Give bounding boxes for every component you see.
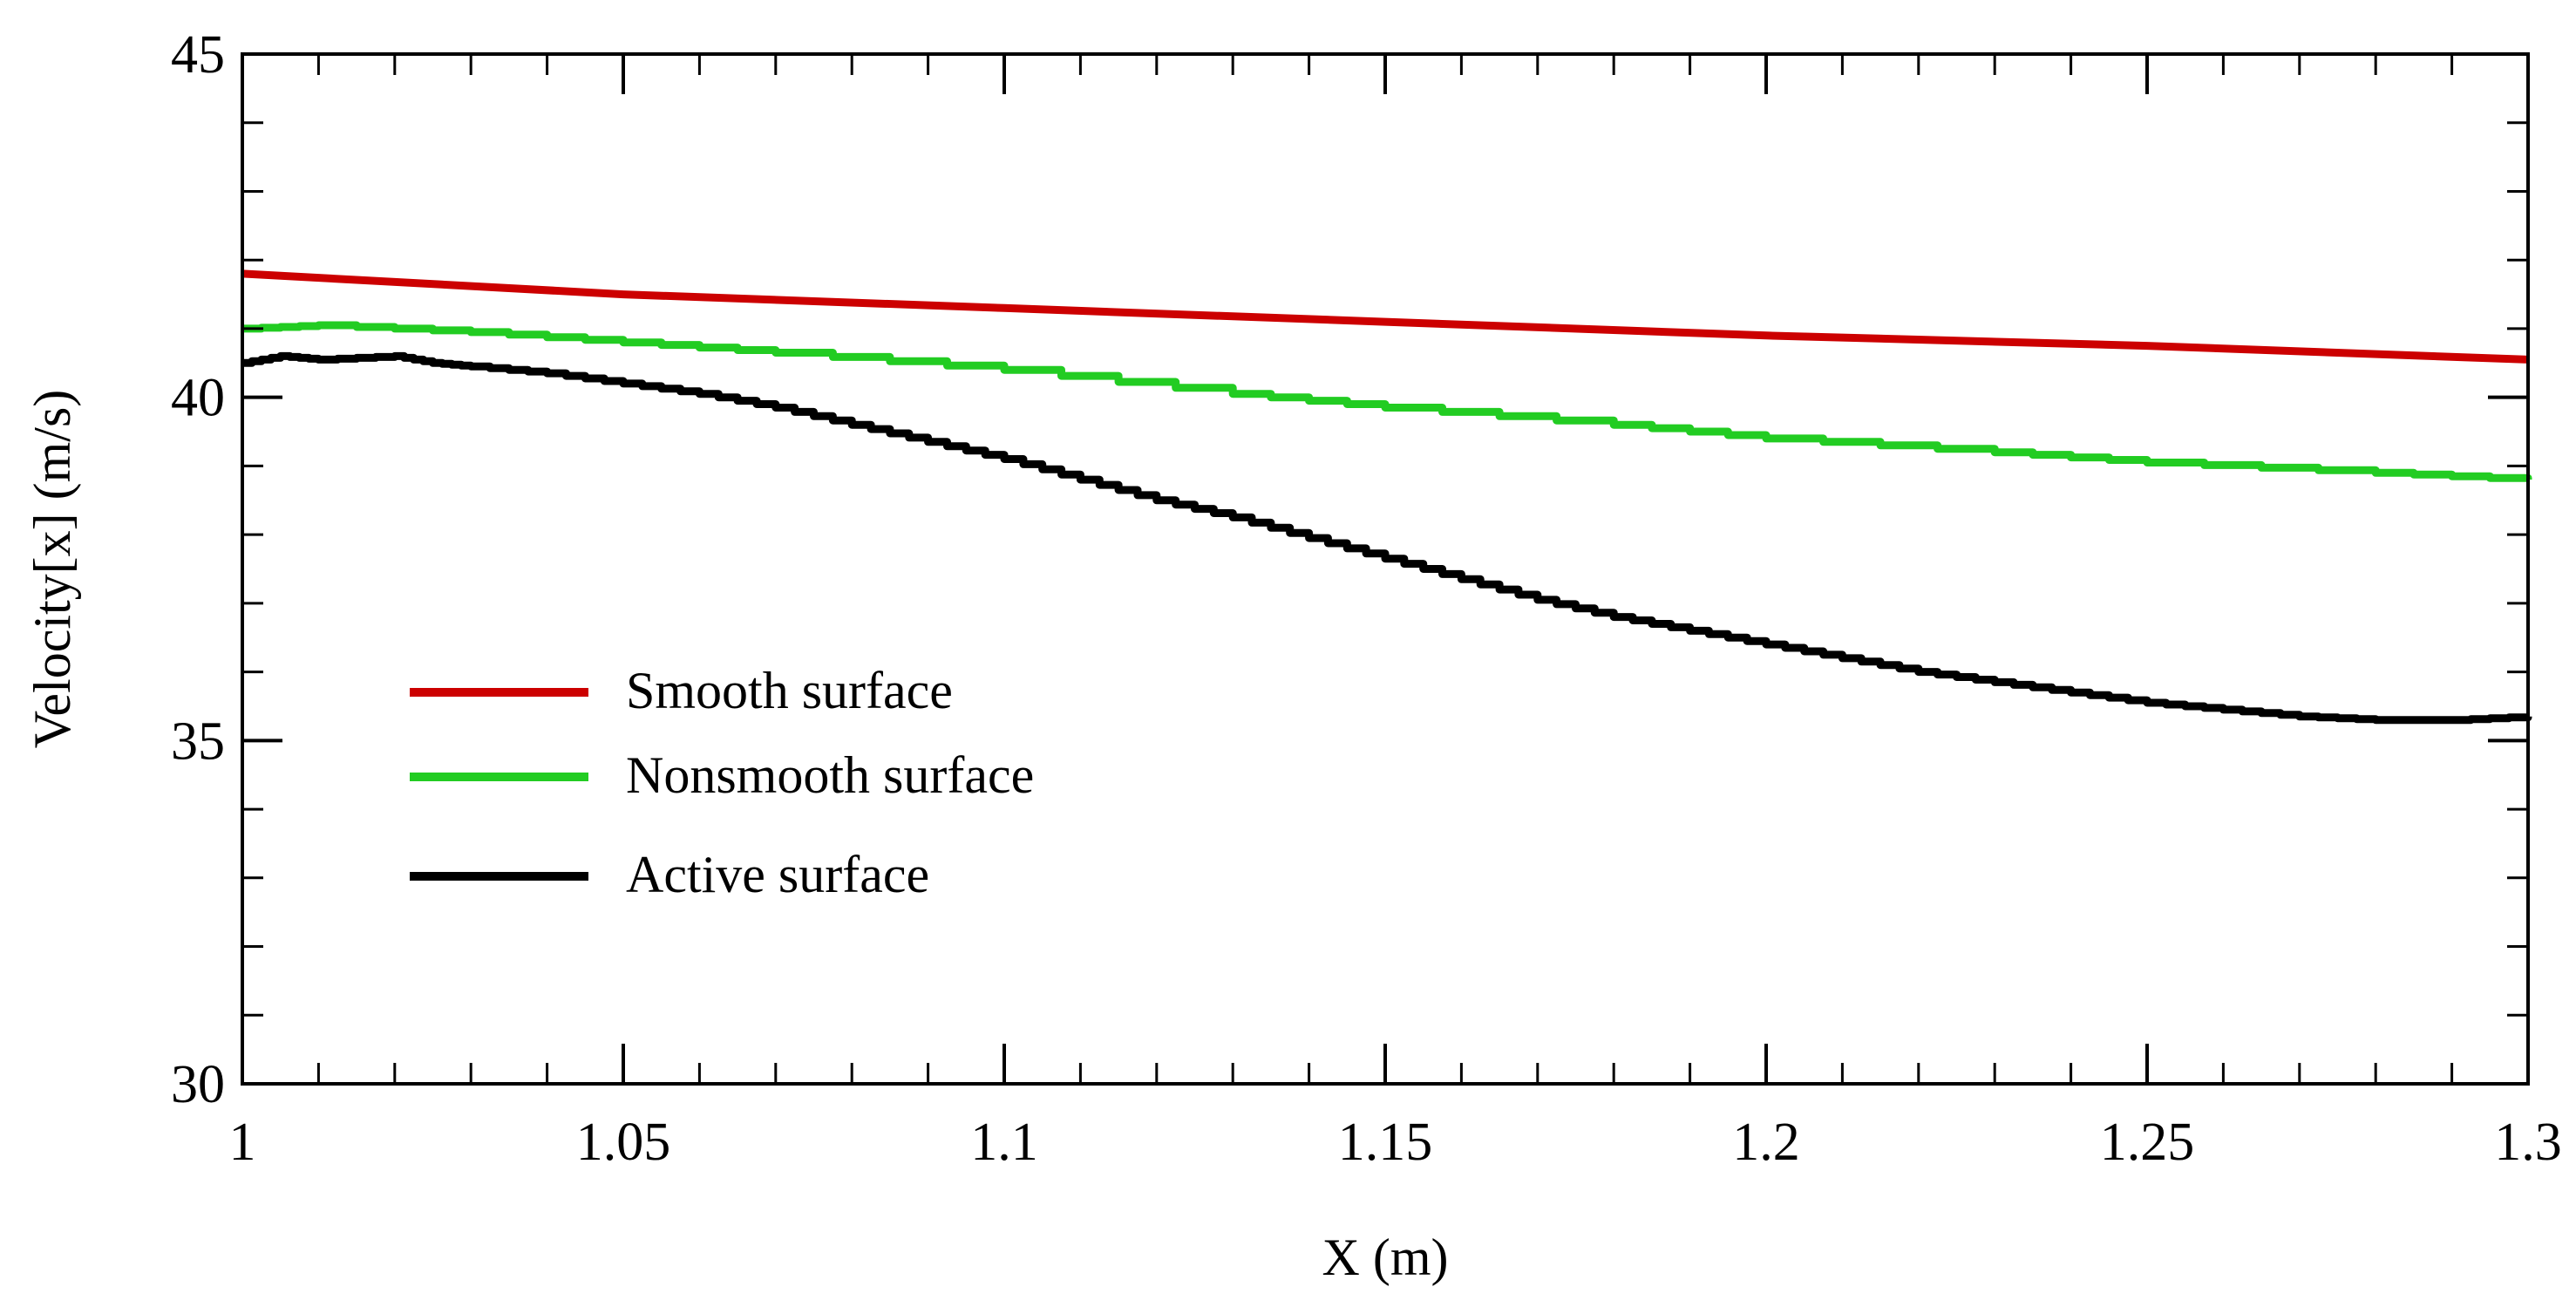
legend-label-nonsmooth: Nonsmooth surface xyxy=(626,746,1034,804)
legend-label-smooth: Smooth surface xyxy=(626,662,953,719)
x-axis-label: X (m) xyxy=(1322,1229,1449,1286)
x-tick-label: 1.15 xyxy=(1338,1113,1433,1172)
x-tick-label: 1.3 xyxy=(2494,1113,2562,1172)
y-tick-label: 35 xyxy=(171,711,225,771)
x-tick-label: 1.2 xyxy=(1732,1113,1800,1172)
plot-frame xyxy=(241,52,2530,1086)
y-axis-label: Velocity[x] (m/s) xyxy=(24,390,81,749)
legend: Smooth surface Nonsmooth surface Active … xyxy=(410,662,1034,903)
x-tick-label: 1.05 xyxy=(576,1113,671,1172)
x-tick-label: 1 xyxy=(229,1113,256,1172)
y-tick-label: 30 xyxy=(171,1055,225,1114)
y-tick-label: 40 xyxy=(171,369,225,428)
tick-labels-layer: 1 1.05 1.1 1.15 1.2 1.25 1.3 30 35 40 45 xyxy=(171,25,2562,1172)
series-line-active xyxy=(242,351,2532,725)
series-layer xyxy=(241,269,2532,725)
legend-label-active: Active surface xyxy=(626,846,929,903)
y-tick-label: 45 xyxy=(171,25,225,85)
x-tick-label: 1.1 xyxy=(970,1113,1038,1172)
x-tick-label: 1.25 xyxy=(2100,1113,2195,1172)
series-line-nonsmooth xyxy=(242,321,2532,482)
series-line-smooth xyxy=(241,269,2529,364)
ticks-layer xyxy=(242,54,2528,1084)
